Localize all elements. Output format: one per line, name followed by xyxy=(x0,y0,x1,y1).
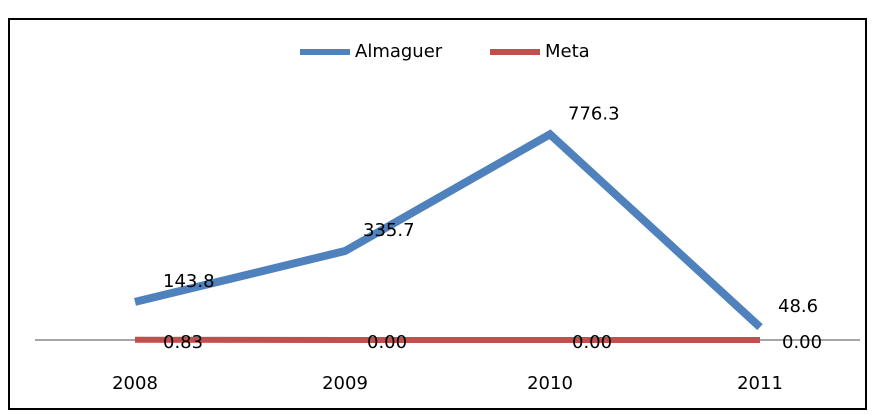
data-label: 0.83 xyxy=(163,332,203,353)
legend-label: Almaguer xyxy=(355,41,443,62)
data-label: 776.3 xyxy=(568,103,620,124)
legend-label: Meta xyxy=(545,41,590,62)
data-label: 0.00 xyxy=(782,332,822,353)
chart-border xyxy=(8,18,867,410)
series-line xyxy=(134,129,763,331)
data-label: 48.6 xyxy=(778,296,818,317)
data-label: 335.7 xyxy=(363,220,415,241)
data-label: 0.00 xyxy=(572,332,612,353)
x-tick-label: 2010 xyxy=(527,373,573,394)
x-tick-label: 2008 xyxy=(112,373,158,394)
data-label: 0.00 xyxy=(367,332,407,353)
x-tick-label: 2009 xyxy=(322,373,368,394)
data-label: 143.8 xyxy=(163,271,215,292)
x-tick-label: 2011 xyxy=(737,373,783,394)
